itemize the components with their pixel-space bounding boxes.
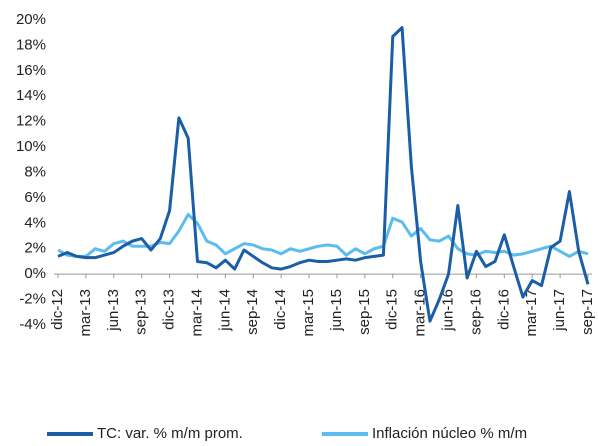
y-tick-label: 2% <box>24 240 46 257</box>
y-tick-label: 6% <box>24 189 46 206</box>
legend-label: TC: var. % m/m prom. <box>97 425 243 442</box>
x-tick-label: sep-15 <box>356 289 373 335</box>
y-tick-label: 14% <box>16 87 46 104</box>
x-tick-label: jun-16 <box>439 289 456 332</box>
legend-label: Inflación núcleo % m/m <box>372 425 527 442</box>
x-tick-label: sep-17 <box>579 289 596 335</box>
x-tick-label: dic-14 <box>272 289 289 330</box>
x-tick-label: mar-17 <box>523 289 540 337</box>
x-tick-label: mar-15 <box>300 289 317 337</box>
y-tick-label: -2% <box>19 291 46 308</box>
y-tick-label: 4% <box>24 214 46 231</box>
y-tick-label: 0% <box>24 265 46 282</box>
x-tick-label: dic-15 <box>384 289 401 330</box>
y-tick-label: -4% <box>19 316 46 333</box>
x-tick-label: dic-12 <box>49 289 66 330</box>
x-tick-label: dic-16 <box>495 289 512 330</box>
y-tick-label: 12% <box>16 113 46 130</box>
x-tick-label: jun-17 <box>551 289 568 332</box>
x-tick-label: sep-14 <box>244 289 261 335</box>
y-tick-label: 18% <box>16 36 46 53</box>
x-tick-label: dic-13 <box>161 289 178 330</box>
y-tick-label: 10% <box>16 138 46 155</box>
y-tick-label: 20% <box>16 11 46 28</box>
y-tick-label: 8% <box>24 163 46 180</box>
y-tick-label: 16% <box>16 62 46 79</box>
x-tick-label: sep-16 <box>467 289 484 335</box>
x-tick-label: jun-15 <box>328 289 345 332</box>
x-tick-label: sep-13 <box>133 289 150 335</box>
x-tick-label: mar-13 <box>77 289 94 337</box>
x-tick-label: mar-16 <box>412 289 429 337</box>
x-tick-label: jun-13 <box>105 289 122 332</box>
x-tick-label: jun-14 <box>216 289 233 332</box>
series-line <box>57 26 590 323</box>
x-tick-label: mar-14 <box>188 289 205 337</box>
